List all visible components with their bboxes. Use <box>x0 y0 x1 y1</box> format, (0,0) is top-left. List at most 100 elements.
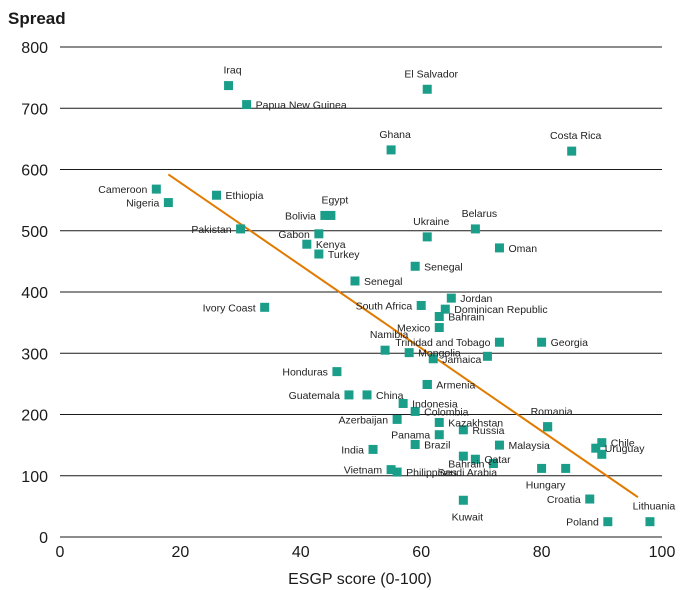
point-label: Egypt <box>321 194 348 206</box>
y-tick-label: 500 <box>21 224 48 241</box>
point-label: Kazakhstan <box>448 417 503 429</box>
data-point <box>332 367 342 377</box>
y-tick-label: 300 <box>21 346 48 363</box>
data-point <box>494 440 504 450</box>
data-point <box>645 517 655 527</box>
point-label: Bahrain <box>448 459 484 471</box>
point-label: Malaysia <box>508 440 550 452</box>
point-label: Ghana <box>379 129 411 141</box>
data-point <box>428 354 438 364</box>
data-point <box>410 406 420 416</box>
data-point <box>344 390 354 400</box>
data-point <box>561 463 571 473</box>
data-point <box>585 494 595 504</box>
data-points <box>151 81 655 527</box>
point-label: Belarus <box>462 208 498 220</box>
point-label: Croatia <box>547 494 581 506</box>
data-point <box>404 348 414 358</box>
x-tick-label: 20 <box>172 544 190 561</box>
point-label: Honduras <box>282 367 328 379</box>
data-point <box>567 146 577 156</box>
point-label: Jordan <box>460 293 492 305</box>
data-point <box>434 430 444 440</box>
x-tick-label: 40 <box>292 544 310 561</box>
x-axis-title: ESGP score (0-100) <box>288 571 432 588</box>
data-point <box>591 443 601 453</box>
point-label: Bolivia <box>285 210 316 222</box>
y-tick-label: 100 <box>21 469 48 486</box>
x-tick-label: 0 <box>56 544 65 561</box>
point-label: Indonesia <box>412 398 458 410</box>
data-point <box>488 459 498 468</box>
point-label: Bahrain <box>448 312 484 324</box>
point-label: India <box>341 444 364 456</box>
y-tick-label: 400 <box>21 285 48 302</box>
data-point <box>326 210 336 220</box>
point-label: Gabon <box>278 229 310 241</box>
point-label: South Africa <box>356 300 413 312</box>
data-point <box>236 224 246 234</box>
point-label: Lithuania <box>633 501 676 513</box>
data-point <box>260 302 270 312</box>
point-label: Costa Rica <box>550 130 602 142</box>
point-label: Romania <box>531 406 573 418</box>
point-label: Kenya <box>316 239 346 251</box>
point-label: Poland <box>566 517 599 529</box>
data-point <box>362 390 372 400</box>
point-label: Guatemala <box>289 390 341 402</box>
data-point <box>434 417 444 427</box>
y-tick-label: 200 <box>21 408 48 425</box>
point-label: Iraq <box>224 65 242 77</box>
point-labels: Iraq Papua New Guinea El Salvador Ghana Cost… <box>98 65 675 529</box>
point-label: Cameroon <box>98 184 147 196</box>
point-label: Trinidad and Tobago <box>395 337 490 349</box>
data-point <box>410 440 420 450</box>
point-label: Ethiopia <box>226 190 264 202</box>
x-tick-labels: 0 20 40 60 80 100 <box>56 544 676 561</box>
point-label: Chile <box>611 438 635 450</box>
data-point <box>482 351 492 361</box>
point-label: Papua New Guinea <box>256 100 347 112</box>
point-label: Qatar <box>484 454 511 466</box>
data-point <box>440 304 450 314</box>
point-label: Russia <box>472 425 504 437</box>
point-label: Mongolia <box>418 348 461 360</box>
point-label: China <box>376 390 404 402</box>
trend-line <box>167 173 639 499</box>
data-point <box>398 398 408 408</box>
point-label: Colombia <box>424 406 469 418</box>
point-label: El Salvador <box>404 68 458 80</box>
data-point <box>416 300 426 310</box>
point-label: Senegal <box>424 261 463 273</box>
x-tick-label: 60 <box>412 544 430 561</box>
data-point <box>242 100 252 110</box>
data-point <box>603 517 613 527</box>
data-point <box>470 454 480 464</box>
point-label: Ivory Coast <box>203 302 256 314</box>
data-point <box>410 261 420 271</box>
point-label: Namibia <box>370 329 409 341</box>
data-point <box>320 210 330 220</box>
data-point <box>470 224 480 234</box>
x-tick-label: 80 <box>533 544 551 561</box>
data-point <box>494 243 504 253</box>
y-tick-label: 0 <box>39 530 48 547</box>
data-point <box>392 414 402 424</box>
y-tick-label: 800 <box>21 40 48 57</box>
data-point <box>446 293 456 303</box>
point-label: Panama <box>391 430 430 442</box>
data-point <box>434 323 444 333</box>
point-label: Vietnam <box>344 465 383 477</box>
data-point <box>458 495 468 505</box>
point-label: Dominican Republic <box>454 304 547 316</box>
point-label: Hungary <box>526 479 566 491</box>
data-point <box>458 425 468 435</box>
point-label: Uruguay <box>605 443 645 455</box>
point-label: Azerbaijan <box>338 414 388 426</box>
data-point <box>350 276 360 286</box>
y-tick-label: 700 <box>21 101 48 118</box>
point-label: Jamaica <box>442 354 481 366</box>
data-point <box>422 84 432 94</box>
data-point <box>314 249 324 259</box>
